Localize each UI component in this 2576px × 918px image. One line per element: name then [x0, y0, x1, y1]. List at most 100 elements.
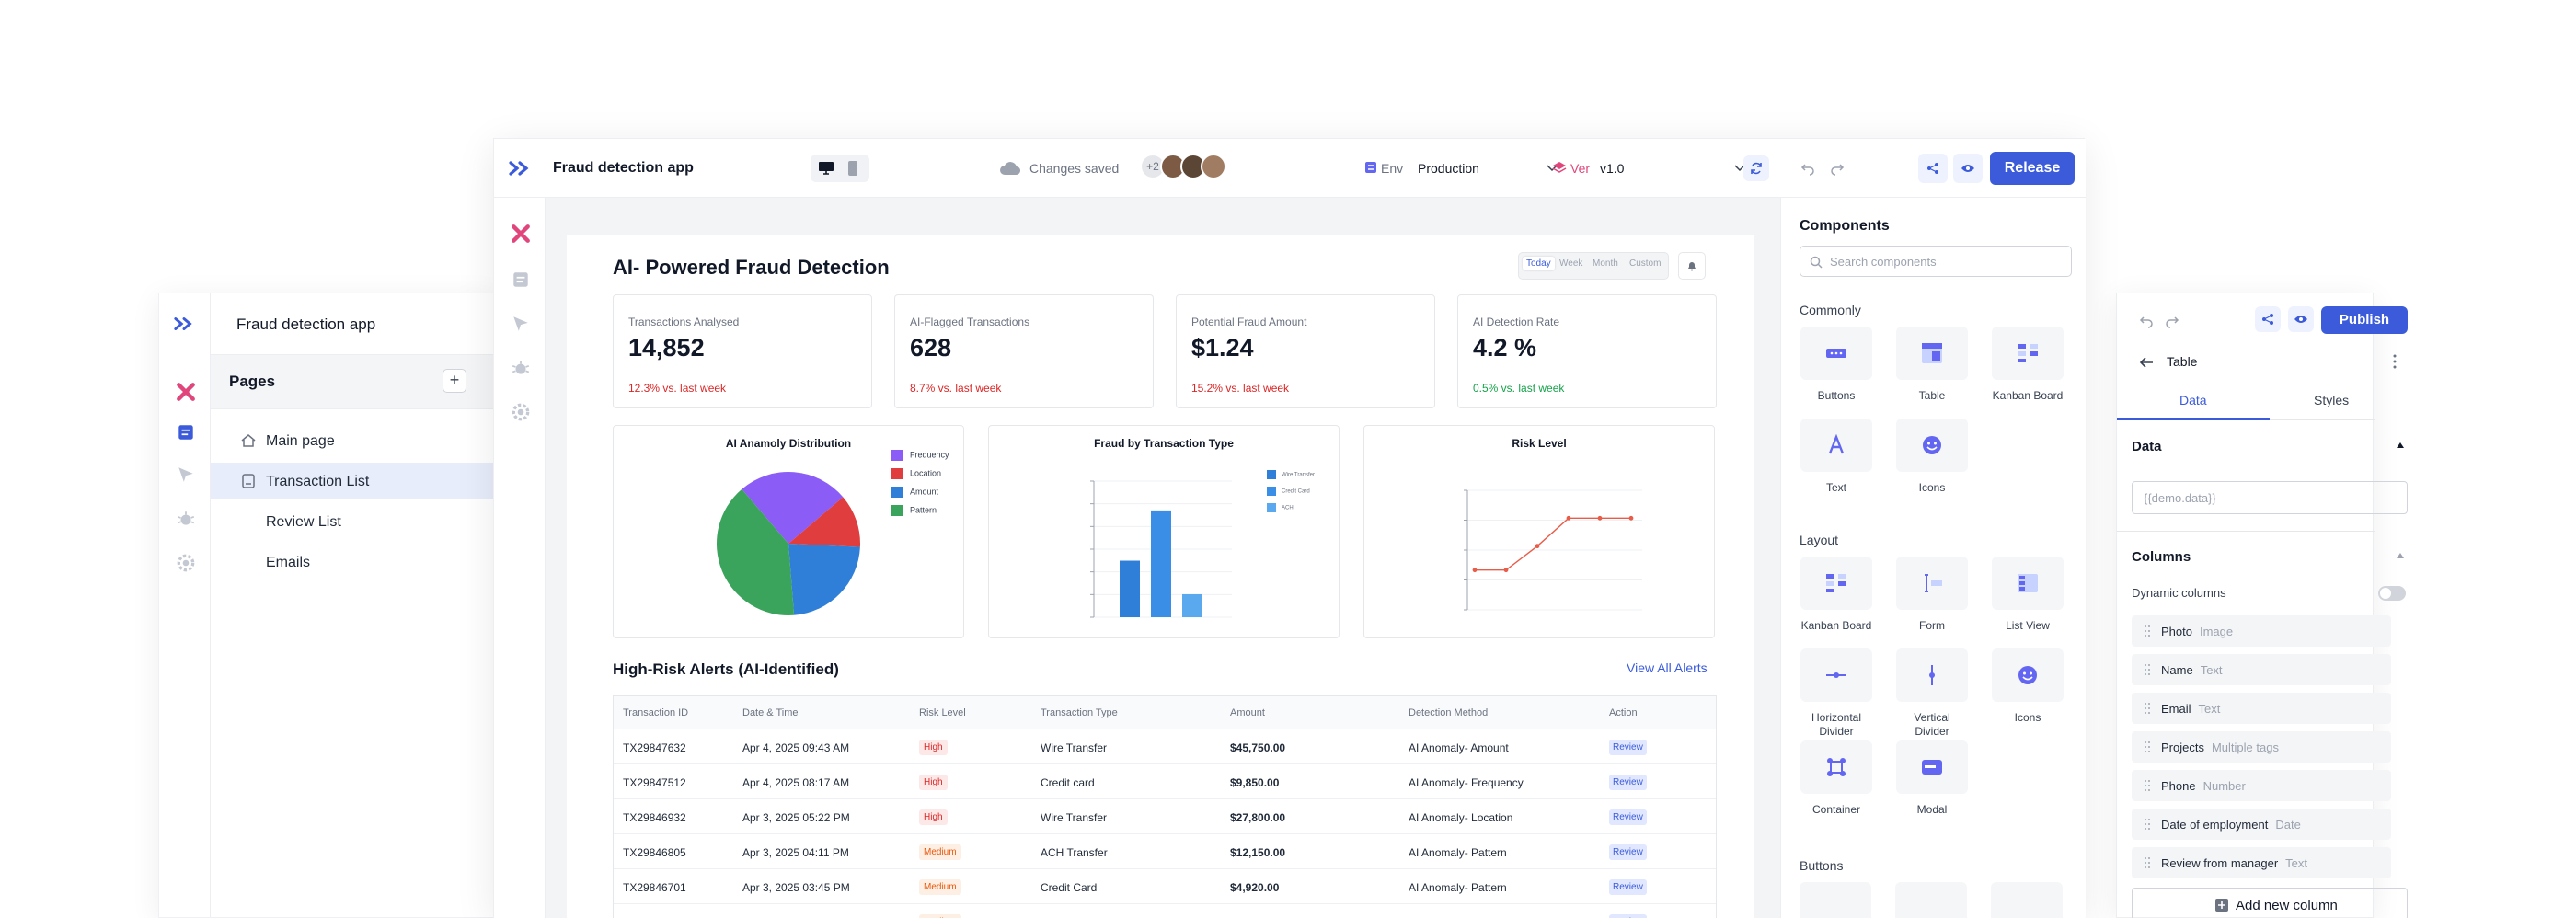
page-item-main[interactable]: Main page	[211, 422, 501, 459]
drag-handle-icon[interactable]	[2145, 625, 2150, 637]
column-item[interactable]: Projects Multiple tags	[2132, 731, 2391, 763]
share-button[interactable]	[2255, 306, 2281, 332]
device-toggle[interactable]	[811, 155, 869, 182]
settings-icon[interactable]	[176, 553, 196, 573]
component-tile[interactable]	[1895, 882, 1967, 918]
preview-button[interactable]	[1953, 154, 1983, 183]
view-all-alerts-link[interactable]: View All Alerts	[1627, 660, 1708, 675]
pages-icon[interactable]	[176, 422, 196, 442]
component-tile[interactable]	[1800, 882, 1871, 918]
data-input[interactable]: {{demo.data}}	[2132, 481, 2408, 514]
drag-handle-icon[interactable]	[2145, 664, 2150, 675]
column-item[interactable]: Email Text	[2132, 693, 2391, 724]
pointer-icon[interactable]	[511, 314, 531, 334]
collaborators[interactable]: +2	[1140, 154, 1241, 183]
collapse-icon[interactable]	[2397, 442, 2404, 448]
risk-point[interactable]	[1628, 515, 1634, 521]
review-button[interactable]: Review	[1609, 775, 1647, 790]
undo-icon[interactable]	[2139, 314, 2154, 328]
component-container[interactable]: Container	[1800, 740, 1873, 817]
bar-wire-transfer[interactable]	[1120, 560, 1140, 617]
release-button[interactable]: Release	[1990, 152, 2075, 185]
drag-handle-icon[interactable]	[2145, 857, 2150, 868]
risk-point[interactable]	[1597, 515, 1603, 521]
risk-point[interactable]	[1503, 568, 1509, 573]
component-kanban-board[interactable]: Kanban Board	[1991, 327, 2064, 403]
env-select[interactable]: Production	[1412, 154, 1569, 183]
drag-handle-icon[interactable]	[2145, 780, 2150, 791]
table-row[interactable]: TX29847632 Apr 4, 2025 09:43 AM High Wire T…	[614, 729, 1716, 764]
review-button[interactable]: Review	[1609, 844, 1647, 860]
range-tab-month[interactable]: Month	[1593, 258, 1618, 269]
column-header[interactable]: Amount	[1230, 707, 1265, 718]
mobile-icon[interactable]	[847, 160, 858, 177]
dynamic-columns-toggle[interactable]	[2378, 586, 2406, 601]
column-header[interactable]: Date & Time	[742, 707, 799, 718]
add-column-button[interactable]: Add new column	[2132, 888, 2408, 918]
components-search-input[interactable]: Search components	[1800, 246, 2072, 277]
redo-icon[interactable]	[1830, 161, 1845, 176]
desktop-icon[interactable]	[818, 161, 834, 176]
version-select[interactable]: v1.0	[1594, 154, 1751, 183]
components-icon[interactable]	[511, 224, 531, 244]
add-page-button[interactable]: +	[443, 369, 466, 393]
table-row[interactable]: TX29846932 Apr 3, 2025 05:22 PM High Wire T…	[614, 799, 1716, 834]
more-icon[interactable]	[2393, 354, 2397, 369]
component-icons[interactable]: Icons	[1895, 419, 1969, 495]
notifications-button[interactable]	[1678, 252, 1706, 280]
range-tab-custom[interactable]: Custom	[1629, 258, 1662, 269]
bug-icon[interactable]	[176, 509, 196, 529]
column-item[interactable]: Phone Number	[2132, 770, 2391, 801]
component-horizontal-divider[interactable]: Horizontal Divider	[1800, 648, 1873, 739]
risk-point[interactable]	[1535, 544, 1540, 549]
component-kanban-board[interactable]: Kanban Board	[1800, 557, 1873, 633]
drag-handle-icon[interactable]	[2145, 703, 2150, 714]
settings-icon[interactable]	[511, 402, 531, 422]
column-header[interactable]: Risk Level	[919, 707, 966, 718]
pie-slice-pattern[interactable]	[717, 488, 795, 615]
sync-button[interactable]	[1743, 155, 1769, 181]
tab-styles[interactable]: Styles	[2314, 393, 2350, 407]
column-header[interactable]: Detection Method	[1409, 707, 1489, 718]
preview-button[interactable]	[2288, 306, 2314, 332]
redo-icon[interactable]	[2165, 314, 2179, 328]
pages-icon[interactable]	[511, 270, 531, 290]
pie-slice-frequency[interactable]	[742, 472, 844, 544]
component-text[interactable]: Text	[1800, 419, 1873, 495]
bar-ach[interactable]	[1182, 593, 1202, 617]
page-item-emails[interactable]: Emails	[211, 544, 501, 580]
pie-slice-amount[interactable]	[788, 544, 860, 615]
column-item[interactable]: Name Text	[2132, 654, 2391, 685]
table-row[interactable]: TX29847512 Apr 4, 2025 08:17 AM High Credit…	[614, 764, 1716, 799]
component-icons[interactable]: Icons	[1991, 648, 2064, 725]
review-button[interactable]: Review	[1609, 809, 1647, 825]
components-icon[interactable]	[176, 382, 196, 402]
range-tab-today[interactable]: Today	[1523, 257, 1555, 270]
review-button[interactable]: Review	[1609, 740, 1647, 755]
page-item-transaction-list[interactable]: Transaction List	[211, 463, 501, 499]
pie-slice-location[interactable]	[788, 497, 860, 547]
column-header[interactable]: Transaction ID	[623, 707, 689, 718]
component-tile[interactable]	[1991, 882, 2063, 918]
back-arrow-icon[interactable]	[2139, 356, 2154, 369]
publish-button[interactable]: Publish	[2321, 306, 2408, 334]
column-header[interactable]: Transaction Type	[1041, 707, 1118, 718]
table-row[interactable]: TX29846340 Apr 5, 2025 01:25 PM Medium Cred…	[614, 904, 1716, 918]
component-buttons[interactable]: Buttons	[1800, 327, 1873, 403]
share-button[interactable]	[1918, 154, 1948, 183]
drag-handle-icon[interactable]	[2145, 819, 2150, 830]
column-item[interactable]: Review from manager Text	[2132, 847, 2391, 878]
column-item[interactable]: Date of employment Date	[2132, 809, 2391, 840]
table-row[interactable]: TX29846805 Apr 3, 2025 04:11 PM Medium ACH …	[614, 834, 1716, 869]
review-button[interactable]: Review	[1609, 914, 1647, 918]
risk-point[interactable]	[1472, 568, 1478, 573]
bug-icon[interactable]	[511, 358, 531, 378]
component-list-view[interactable]: List View	[1991, 557, 2064, 633]
drag-handle-icon[interactable]	[2145, 741, 2150, 752]
undo-icon[interactable]	[1800, 161, 1815, 176]
component-table[interactable]: Table	[1895, 327, 1969, 403]
component-vertical-divider[interactable]: Vertical Divider	[1895, 648, 1969, 739]
page-item-review-list[interactable]: Review List	[211, 503, 501, 540]
column-header[interactable]: Action	[1609, 707, 1638, 718]
collapse-icon[interactable]	[2397, 553, 2404, 558]
